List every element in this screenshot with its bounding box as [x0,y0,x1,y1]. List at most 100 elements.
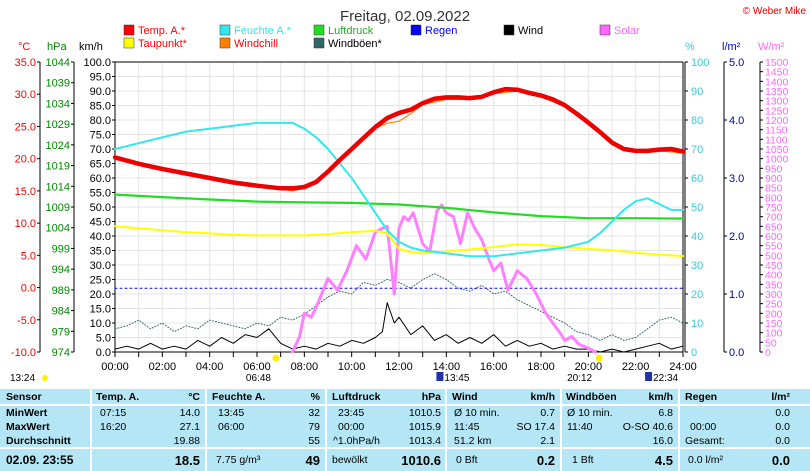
moonrise-icon [436,372,444,381]
moonset-time: 22:34 [653,373,678,384]
sunset-icon [595,354,603,362]
solar-axis-tick-label: 1200 [765,115,789,127]
row-label-max: MaxWert [6,421,50,433]
wind-axis-unit: km/h [79,41,103,53]
wind-axis-tick-label: 10.0 [90,318,111,330]
series-line-temp-a [112,86,686,191]
rain-axis-tick-label: 0.0 [729,347,744,359]
pressure-axis-tick-label: 989 [52,285,70,297]
solar-axis-tick-label: 900 [765,173,783,185]
solar-axis-tick-label: 700 [765,212,783,224]
solar-axis-tick-label: 1100 [765,134,788,146]
solar-axis-tick-label: 800 [765,192,783,204]
current-abs-humidity: 7.75 g/m³ [216,454,261,466]
solar-axis-tick-label: 1350 [765,86,789,98]
humidity-axis-tick-label: 80 [691,115,703,127]
header-pressure-unit: hPa [421,391,441,403]
table-divider [0,404,810,406]
wind-axis-tick-label: 35.0 [90,246,111,258]
header-gusts-unit: km/h [648,391,673,403]
rain-axis-tick-label: 3.0 [729,173,744,185]
min-gust-label: Ø 10 min. [567,407,613,419]
current-humidity: 49 [305,453,320,468]
wind-axis-tick-label: 65.0 [90,159,111,171]
legend-label: Taupunkt* [138,38,188,50]
max-gust-time: 11:40 [567,421,593,433]
header-humidity-unit: % [310,391,320,403]
solar-axis-tick-label: 1250 [765,105,789,117]
max-wind-time: 11:45 [454,421,480,433]
avg-wind: 2.1 [540,435,555,447]
solar-axis-tick-label: 200 [765,308,783,320]
pressure-axis-tick-label: 979 [52,326,70,338]
solar-axis-tick-label: 0 [765,347,771,359]
max-humidity: 79 [308,421,320,433]
temp-axis-tick-label: 20.0 [15,154,36,166]
current-time-label: 13:24 [10,373,35,384]
copyright-label: © Weber Mike [743,6,807,17]
max-pressure-time: 00:00 [338,421,365,433]
solar-axis-tick-label: 650 [765,221,783,233]
avg-pressure-trend: ^1.0hPa/h [333,435,380,447]
row-label-min: MinWert [6,407,48,419]
temp-axis-tick-label: 10.0 [15,218,36,230]
humidity-axis-tick-label: 70 [691,144,703,156]
solar-axis-tick-label: 1150 [765,125,788,137]
header-sensor: Sensor [6,391,42,403]
legend-swatch [313,24,325,36]
max-temp: 27.1 [179,421,200,433]
header-wind: Wind [452,391,478,403]
temp-axis-tick-label: 25.0 [15,121,36,133]
solar-axis-tick-label: 50 [765,337,777,349]
series-line-windb-en [114,273,684,341]
temp-axis-tick-label: 30.0 [15,89,36,101]
wind-axis-tick-label: 0.0 [96,347,111,359]
table-divider [560,389,562,471]
solar-axis-tick-label: 1400 [765,76,789,88]
x-tick-label: 00:00 [101,361,129,373]
weather-chart: Freitag, 02.09.2022 © Weber Mike Temp. A.*… [10,6,807,384]
max-wind: SO 17.4 [516,421,555,433]
header-pressure: Luftdruck [332,391,381,403]
table-divider [0,447,810,449]
legend-label: Feuchte A.* [234,25,292,37]
rain-axis-tick-label: 5.0 [729,57,744,69]
solar-axis-tick-label: 150 [765,318,783,330]
solar-axis-tick-label: 600 [765,231,783,243]
sun-icon [42,375,48,381]
humidity-axis-tick-label: 0 [691,347,697,359]
max-rain-time: 00:00 [690,421,717,433]
x-tick-label: 24:00 [669,361,697,373]
avg-wind-distance: 51.2 km [454,435,492,447]
wind-axis-tick-label: 70.0 [90,144,111,156]
row-label-current: 02.09. 23:55 [6,453,74,467]
rain-axis-tick-label: 2.0 [729,231,744,243]
table-divider [678,389,680,471]
pressure-axis-tick-label: 1039 [46,78,70,90]
humidity-axis-tick-label: 60 [691,173,703,185]
current-temp: 18.5 [174,453,200,468]
moonset-icon [645,372,653,381]
wind-axis-tick-label: 75.0 [90,130,111,142]
pressure-axis-tick-label: 974 [52,347,70,359]
table-divider [445,389,447,471]
solar-axis-tick-label: 500 [765,250,783,262]
solar-axis-tick-label: 300 [765,289,783,301]
header-wind-unit: km/h [530,391,555,403]
plot-border [114,61,684,353]
avg-pressure: 1013.4 [408,435,441,447]
temp-axis-tick-label: -5.0 [17,315,36,327]
wind-axis-tick-label: 55.0 [90,188,111,200]
min-pressure: 1010.5 [408,407,441,419]
header-temp-unit: °C [188,391,200,403]
rain-axis-tick-label: 1.0 [729,289,744,301]
solar-axis-unit: W/m² [758,41,785,53]
chart-title: Freitag, 02.09.2022 [340,8,470,25]
temp-axis-tick-label: -10.0 [11,347,36,359]
humidity-axis-tick-label: 90 [691,86,703,98]
temp-axis-tick-label: 15.0 [15,186,36,198]
solar-axis-tick-label: 1050 [765,144,789,156]
humidity-axis-unit: % [685,41,695,53]
wind-axis-tick-label: 50.0 [90,202,111,214]
pressure-axis-tick-label: 1004 [46,223,70,235]
